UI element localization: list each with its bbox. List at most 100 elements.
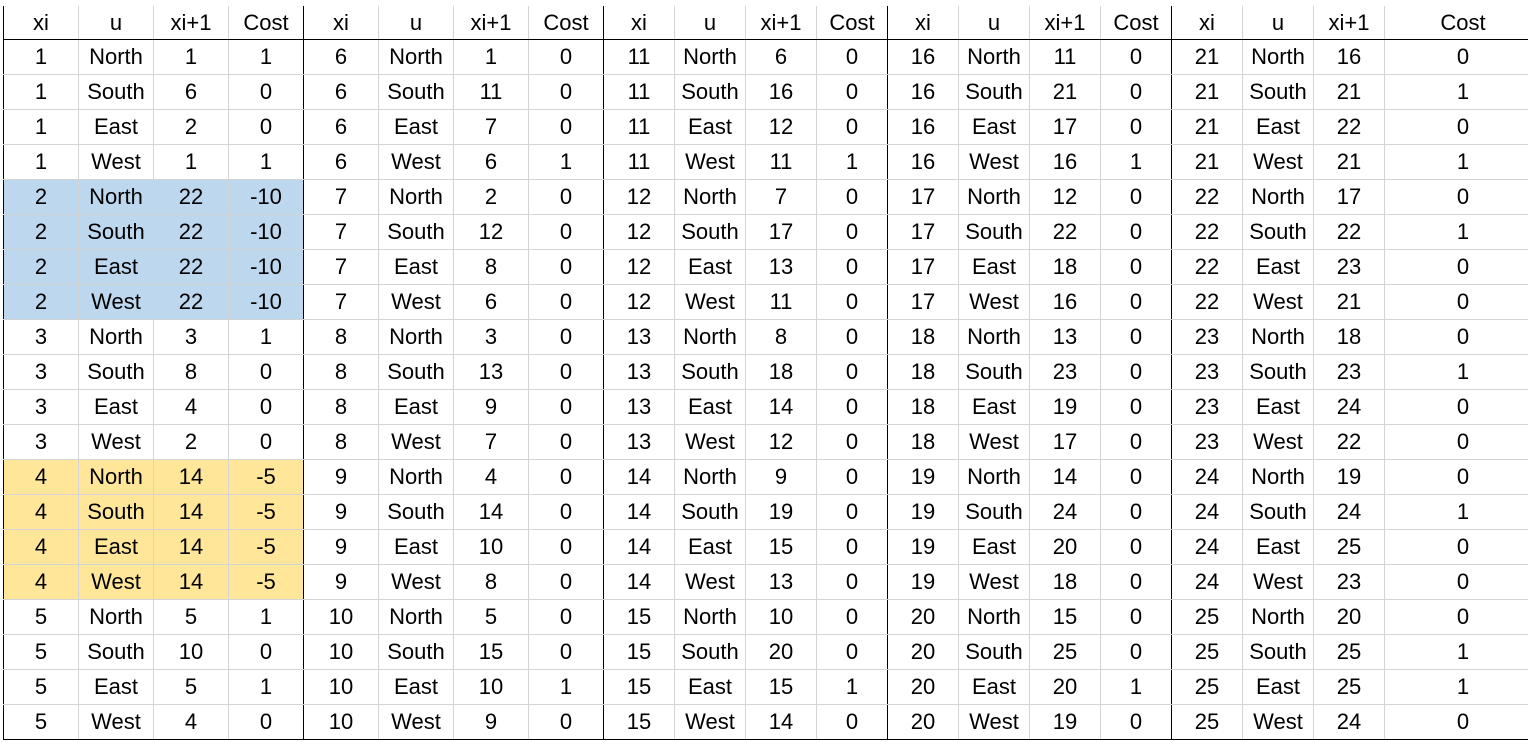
cell-u[interactable]: East [1242,109,1314,145]
cell-cost[interactable]: 0 [816,704,888,740]
cell-cost[interactable]: 1 [816,669,888,705]
cell-xi[interactable]: 4 [3,494,79,530]
cell-cost[interactable]: 0 [1100,74,1172,110]
cell-xi[interactable]: 13 [603,389,675,425]
cell-xi[interactable]: 15 [603,669,675,705]
cell-cost[interactable]: 0 [816,39,888,75]
cell-next-state[interactable]: 25 [1313,669,1385,705]
cell-next-state[interactable]: 15 [453,634,529,670]
cell-cost[interactable]: 0 [1384,599,1528,635]
cell-next-state[interactable]: 21 [1313,284,1385,320]
cell-u[interactable]: West [378,564,454,600]
cell-xi[interactable]: 11 [603,144,675,180]
cell-xi[interactable]: 7 [303,179,379,215]
cell-cost[interactable]: 0 [1100,459,1172,495]
cell-xi[interactable]: 8 [303,389,379,425]
cell-cost[interactable]: 0 [528,459,604,495]
cell-next-state[interactable]: 15 [1029,599,1101,635]
cell-xi[interactable]: 19 [887,494,959,530]
cell-cost[interactable]: 1 [1384,669,1528,705]
cell-cost[interactable]: 1 [1384,74,1528,110]
cell-cost[interactable]: 0 [1100,564,1172,600]
cell-cost[interactable]: 0 [528,564,604,600]
cell-next-state[interactable]: 22 [153,179,229,215]
cell-cost[interactable]: 0 [1384,389,1528,425]
cell-u[interactable]: East [1242,389,1314,425]
cell-next-state[interactable]: 23 [1029,354,1101,390]
cell-cost[interactable]: 1 [528,669,604,705]
cell-cost[interactable]: 1 [1384,354,1528,390]
header-cell-u[interactable]: u [674,6,746,40]
cell-xi[interactable]: 15 [603,634,675,670]
cell-cost[interactable]: 1 [1100,144,1172,180]
cell-u[interactable]: South [674,214,746,250]
cell-xi[interactable]: 16 [887,144,959,180]
cell-u[interactable]: South [674,494,746,530]
header-cell-xi[interactable]: xi [887,6,959,40]
cell-u[interactable]: South [958,634,1030,670]
cell-u[interactable]: North [378,179,454,215]
cell-u[interactable]: North [674,39,746,75]
cell-u[interactable]: West [674,704,746,740]
cell-u[interactable]: West [78,424,154,460]
cell-xi[interactable]: 14 [603,564,675,600]
cell-xi[interactable]: 23 [1171,389,1243,425]
cell-next-state[interactable]: 2 [153,109,229,145]
cell-xi[interactable]: 5 [3,634,79,670]
cell-next-state[interactable]: 24 [1313,704,1385,740]
cell-xi[interactable]: 5 [3,669,79,705]
cell-next-state[interactable]: 6 [453,284,529,320]
cell-xi[interactable]: 10 [303,704,379,740]
cell-next-state[interactable]: 9 [453,389,529,425]
cell-next-state[interactable]: 4 [153,704,229,740]
cell-cost[interactable]: 0 [528,249,604,285]
header-cell-next-state[interactable]: xi+1 [1029,6,1101,40]
cell-xi[interactable]: 20 [887,704,959,740]
cell-cost[interactable]: -10 [228,214,304,250]
cell-cost[interactable]: 1 [816,144,888,180]
header-cell-next-state[interactable]: xi+1 [745,6,817,40]
cell-cost[interactable]: 0 [1384,564,1528,600]
cell-cost[interactable]: 0 [816,424,888,460]
cell-next-state[interactable]: 21 [1313,144,1385,180]
cell-xi[interactable]: 17 [887,249,959,285]
cell-cost[interactable]: 0 [816,214,888,250]
cell-cost[interactable]: 0 [1100,634,1172,670]
cell-next-state[interactable]: 14 [745,704,817,740]
cell-u[interactable]: North [1242,319,1314,355]
cell-cost[interactable]: 0 [1100,529,1172,565]
cell-cost[interactable]: 0 [816,529,888,565]
cell-u[interactable]: West [378,424,454,460]
cell-cost[interactable]: 0 [228,424,304,460]
cell-next-state[interactable]: 24 [1313,389,1385,425]
header-cell-cost[interactable]: Cost [528,6,604,40]
cell-cost[interactable]: -10 [228,249,304,285]
cell-next-state[interactable]: 11 [1029,39,1101,75]
cell-cost[interactable]: 0 [1384,424,1528,460]
cell-next-state[interactable]: 24 [1313,494,1385,530]
cell-xi[interactable]: 3 [3,319,79,355]
cell-xi[interactable]: 2 [3,284,79,320]
cell-u[interactable]: South [958,214,1030,250]
cell-next-state[interactable]: 11 [745,144,817,180]
cell-xi[interactable]: 5 [3,599,79,635]
cell-next-state[interactable]: 5 [453,599,529,635]
cell-cost[interactable]: 0 [228,389,304,425]
cell-next-state[interactable]: 7 [453,109,529,145]
cell-xi[interactable]: 6 [303,39,379,75]
cell-u[interactable]: East [78,109,154,145]
cell-xi[interactable]: 18 [887,319,959,355]
cell-next-state[interactable]: 15 [745,669,817,705]
cell-cost[interactable]: 0 [816,564,888,600]
cell-xi[interactable]: 21 [1171,144,1243,180]
cell-cost[interactable]: 0 [816,634,888,670]
cell-xi[interactable]: 9 [303,564,379,600]
cell-next-state[interactable]: 23 [1313,564,1385,600]
cell-xi[interactable]: 7 [303,214,379,250]
cell-xi[interactable]: 22 [1171,214,1243,250]
cell-next-state[interactable]: 20 [1313,599,1385,635]
header-cell-xi[interactable]: xi [1171,6,1243,40]
cell-u[interactable]: South [674,354,746,390]
cell-cost[interactable]: -5 [228,494,304,530]
cell-next-state[interactable]: 4 [153,389,229,425]
